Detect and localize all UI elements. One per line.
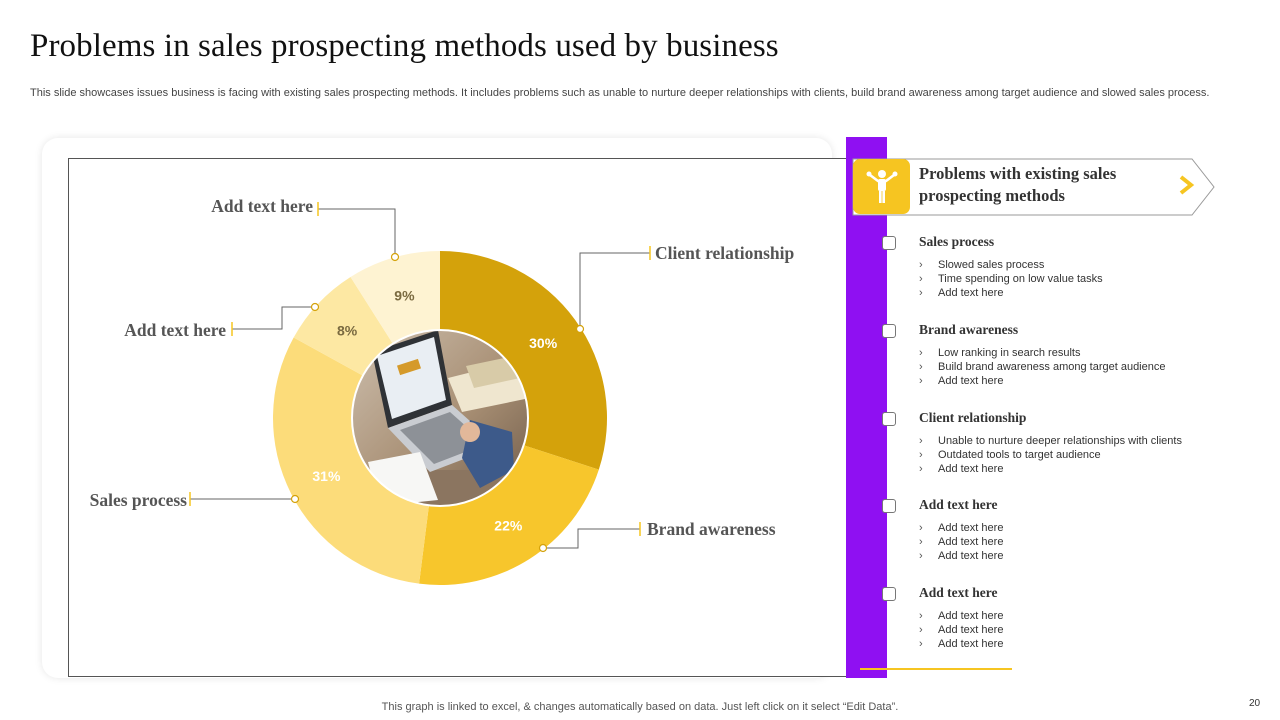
leader-line [318, 208, 396, 257]
accent-bar [846, 137, 887, 678]
checkbox[interactable] [882, 324, 896, 338]
slide-title: Problems in sales prospecting methods us… [30, 28, 779, 64]
problem-point: › Add text here [919, 287, 1004, 299]
chevron-bullet-icon: › [919, 435, 923, 447]
problem-point: › Add text here [919, 536, 1004, 548]
chevron-right-icon [1179, 175, 1195, 195]
leader-line [232, 306, 315, 330]
chevron-bullet-icon: › [919, 536, 923, 548]
problem-points: › Add text here › Add text here › Add text … [919, 609, 1003, 651]
slice-category-label: Client relationship [655, 243, 794, 263]
chevron-bullet-icon: › [919, 463, 923, 475]
accent-underline [860, 668, 1012, 670]
problem-point: › Add text here [919, 522, 1004, 534]
problem-point: › Slowed sales process [919, 259, 1045, 271]
problem-points: › Slowed sales process › Time spending on … [919, 258, 1103, 300]
problem-point: › Add text here [919, 638, 1004, 650]
checkbox[interactable] [882, 587, 896, 601]
problem-points: › Add text here › Add text here › Add text … [919, 521, 1003, 563]
chevron-bullet-icon: › [919, 259, 923, 271]
donut-slice-4[interactable] [293, 276, 393, 376]
chevron-bullet-icon: › [919, 610, 923, 622]
problem-title: Sales process [919, 234, 995, 249]
problem-point: › Add text here [919, 463, 1004, 475]
slice-category-label: Sales process [90, 490, 188, 510]
problem-point: › Add text here [919, 375, 1004, 387]
panel-header-title: Problems with existing sales prospecting… [919, 164, 1117, 205]
slice-value-label: 22% [494, 518, 523, 534]
laptop-photo [352, 330, 528, 506]
leader-dot [310, 302, 320, 312]
problem-point: › Low ranking in search results [919, 347, 1081, 359]
footer-note: This graph is linked to excel, & changes… [381, 701, 899, 713]
leader-dot [390, 252, 400, 262]
chevron-bullet-icon: › [919, 361, 923, 373]
slice-value-label: 31% [312, 468, 341, 484]
presenter-icon [853, 159, 910, 214]
leader-dot [575, 324, 585, 334]
donut-slice-3[interactable] [273, 337, 429, 584]
leader-dot [290, 494, 300, 504]
slide-subtitle: This slide showcases issues business is … [30, 87, 1210, 99]
slice-category-label: Add text here [124, 320, 226, 340]
problem-point: › Build brand awareness among target audi… [919, 361, 1166, 373]
problem-title: Add text here [919, 497, 998, 512]
chevron-bullet-icon: › [919, 624, 923, 636]
checkbox[interactable] [882, 236, 896, 250]
slice-value-label: 9% [394, 288, 415, 304]
problem-title: Client relationship [919, 410, 1027, 425]
problem-title: Add text here [919, 585, 998, 600]
chevron-bullet-icon: › [919, 638, 923, 650]
problem-point: › Time spending on low value tasks [919, 273, 1103, 285]
problem-title: Brand awareness [919, 322, 1019, 337]
donut-slice-1[interactable] [440, 251, 607, 470]
leader-line [579, 252, 650, 329]
donut-slice-5[interactable] [350, 251, 440, 344]
chevron-bullet-icon: › [919, 375, 923, 387]
checkbox[interactable] [882, 499, 896, 513]
leader-dot [538, 543, 548, 553]
slice-category-label: Add text here [211, 196, 313, 216]
problem-point: › Add text here [919, 610, 1004, 622]
problem-point: › Add text here [919, 550, 1004, 562]
slice-value-label: 30% [529, 335, 558, 351]
panel-header [852, 158, 1216, 216]
chevron-bullet-icon: › [919, 522, 923, 534]
slice-value-label: 8% [337, 323, 358, 339]
leader-line [543, 528, 640, 549]
chevron-bullet-icon: › [919, 287, 923, 299]
problem-point: › Unable to nurture deeper relationships … [919, 435, 1182, 447]
problem-point: › Outdated tools to target audience [919, 449, 1101, 461]
chevron-bullet-icon: › [919, 550, 923, 562]
donut-slice-2[interactable] [419, 445, 599, 585]
problem-points: › Low ranking in search results › Build br… [919, 346, 1165, 388]
page-number: 20 [1249, 698, 1261, 709]
chevron-bullet-icon: › [919, 449, 923, 461]
center-ring [351, 329, 529, 507]
problem-points: › Unable to nurture deeper relationships … [919, 434, 1182, 476]
problem-point: › Add text here [919, 624, 1004, 636]
checkbox[interactable] [882, 412, 896, 426]
chevron-bullet-icon: › [919, 347, 923, 359]
chevron-bullet-icon: › [919, 273, 923, 285]
slice-category-label: Brand awareness [647, 519, 776, 539]
